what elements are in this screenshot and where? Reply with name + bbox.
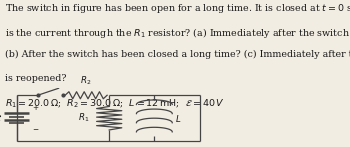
- Text: $-$: $-$: [32, 124, 39, 132]
- Text: The switch in figure has been open for a long time. It is closed at $t = 0$ s. W: The switch in figure has been open for a…: [5, 2, 350, 15]
- Text: $R_2$: $R_2$: [80, 75, 92, 87]
- Text: $R_1$: $R_1$: [78, 112, 90, 125]
- Text: $\mathcal{E}$: $\mathcal{E}$: [0, 113, 2, 124]
- Text: $R_1 = 20.0\,\Omega$;  $R_2 = 30.0\,\Omega$;  $L = 12\,\mathrm{mH}$;  $\mathcal{: $R_1 = 20.0\,\Omega$; $R_2 = 30.0\,\Omeg…: [5, 97, 225, 110]
- Text: is reopened?: is reopened?: [5, 74, 67, 83]
- Text: is the current through the $R_1$ resistor? (a) Immediately after the switch is c: is the current through the $R_1$ resisto…: [5, 26, 350, 40]
- Text: $L$: $L$: [175, 113, 182, 124]
- Text: $+$: $+$: [32, 103, 39, 112]
- Text: (b) After the switch has been closed a long time? (c) Immediately after the swit: (b) After the switch has been closed a l…: [5, 50, 350, 59]
